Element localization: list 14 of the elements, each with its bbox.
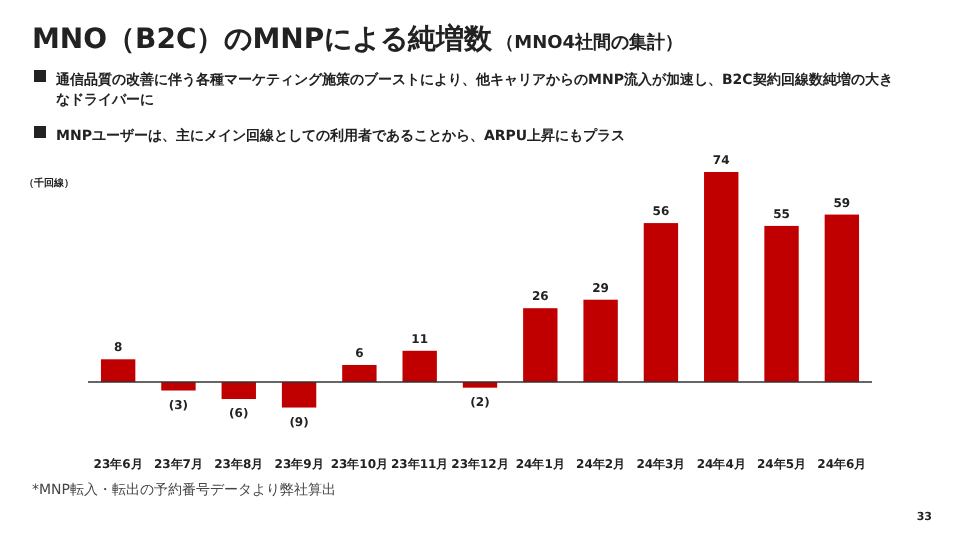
bar (583, 299, 618, 382)
chart-title: MNO（B2C）のMNPによる純増数 (32, 22, 495, 56)
bar (824, 214, 860, 382)
bar (161, 382, 196, 391)
bar (221, 382, 256, 400)
bar (643, 223, 679, 382)
bar (704, 172, 739, 382)
bar (764, 225, 799, 382)
bar (342, 364, 377, 382)
bar (100, 359, 136, 382)
bar (281, 382, 317, 408)
chart-subtitle: （MNO4社間の集計） (496, 32, 684, 54)
bar (402, 350, 437, 382)
bar (523, 308, 558, 382)
